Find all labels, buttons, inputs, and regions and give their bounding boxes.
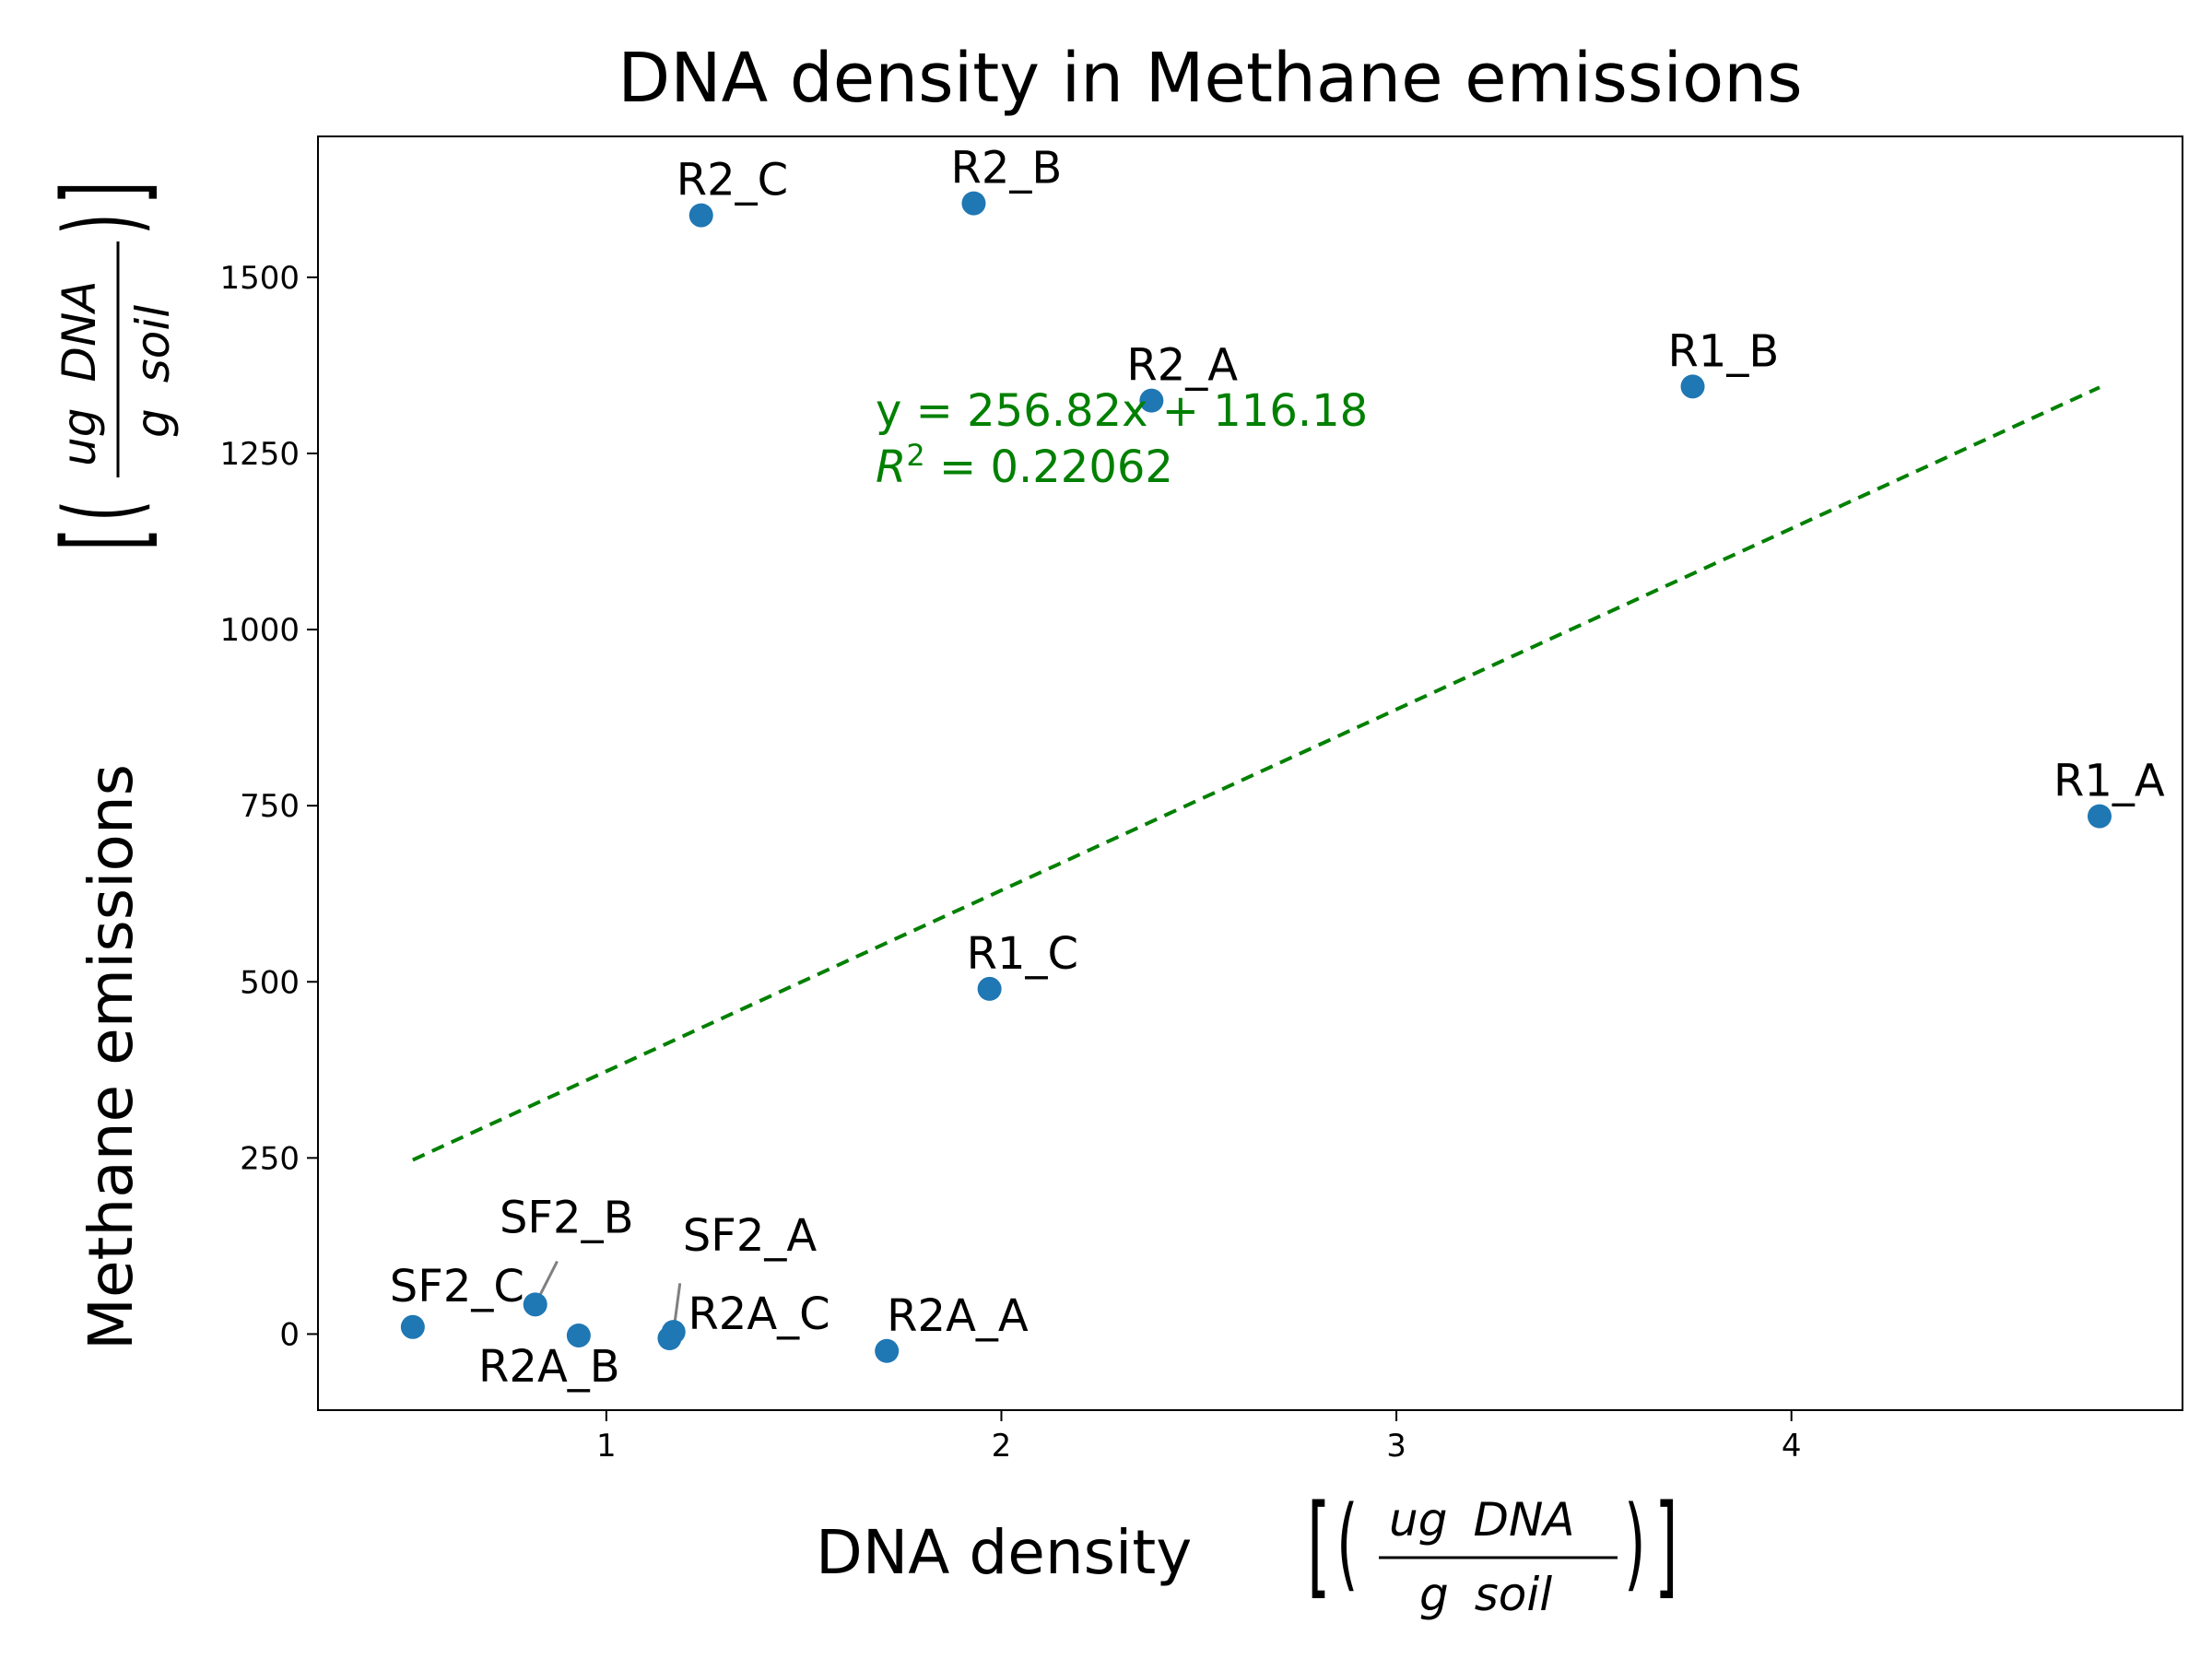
y-tick-label: 250 <box>240 1140 300 1177</box>
data-point <box>875 1338 900 1363</box>
point-label: R1_A <box>2053 756 2165 807</box>
trend-equation: y = 256.82x + 116.18 <box>876 385 1368 437</box>
data-point <box>566 1323 591 1347</box>
data-points <box>400 191 2112 1363</box>
trend-r-squared: R2 = 0.22062 <box>876 438 1173 493</box>
point-label: R2A_C <box>688 1288 830 1340</box>
data-point <box>961 191 986 216</box>
point-label: SF2_C <box>390 1261 524 1312</box>
svg-text:(: ( <box>42 500 160 522</box>
y-tick-label: 750 <box>240 788 300 825</box>
x-tick-label: 2 <box>992 1428 1012 1465</box>
svg-text:]: ] <box>39 181 168 205</box>
point-label: R2_A <box>1126 340 1238 392</box>
chart-title: DNA density in Methane emissions <box>618 39 1802 118</box>
point-label: R1_B <box>1668 325 1780 377</box>
data-point <box>977 976 1002 1001</box>
y-tick-label: 1000 <box>219 612 300 649</box>
point-label: SF2_A <box>683 1210 818 1262</box>
point-label: R2A_B <box>478 1341 620 1393</box>
x-tick-label: 3 <box>1386 1428 1406 1465</box>
data-point <box>661 1320 686 1345</box>
svg-text:gsoil: gsoil <box>126 305 180 438</box>
svg-text:ugDNA: ugDNA <box>53 280 106 466</box>
y-tick-label: 500 <box>240 964 300 1001</box>
svg-text:]: ] <box>1654 1480 1678 1609</box>
y-axis-ticks: 0 250 500 750 1000 1250 1500 <box>219 260 318 1353</box>
data-point <box>1680 374 1705 399</box>
trend-line <box>412 385 2100 1162</box>
point-label: R2_C <box>677 155 788 206</box>
svg-text:): ) <box>42 213 160 235</box>
data-point <box>2087 804 2112 829</box>
x-tick-label: 1 <box>596 1428 617 1465</box>
svg-text:DNA density: DNA density <box>816 1517 1192 1588</box>
y-tick-label: 0 <box>279 1316 300 1353</box>
svg-text:gsoil: gsoil <box>1419 1568 1552 1621</box>
svg-text:(: ( <box>1336 1484 1359 1602</box>
data-point <box>1139 388 1164 413</box>
data-point <box>688 203 713 228</box>
data-point <box>523 1292 547 1317</box>
point-label: SF2_B <box>500 1192 634 1243</box>
svg-text:[: [ <box>1307 1480 1331 1609</box>
y-tick-label: 1250 <box>219 436 300 473</box>
data-point <box>400 1314 425 1339</box>
point-label: R1_C <box>967 928 1078 980</box>
svg-text:Methane emissions: Methane emissions <box>76 764 147 1350</box>
plot-area <box>317 135 2183 1411</box>
y-tick-label: 1500 <box>219 260 300 297</box>
x-axis-ticks: 1 2 3 4 <box>596 1410 1802 1465</box>
x-axis-label: DNA density [ ( ug DNA g soil ) ] <box>816 1480 1678 1621</box>
svg-text:ugDNA: ugDNA <box>1389 1493 1575 1547</box>
svg-text:[: [ <box>39 527 168 551</box>
point-label: R2A_A <box>887 1290 1029 1342</box>
point-label: R2_B <box>950 143 1062 194</box>
data-point-labels: SF2_C SF2_B R2A_B R2A_C SF2_A R2A_A R1_C R2_C R2… <box>390 143 2165 1393</box>
svg-text:): ) <box>1624 1484 1646 1602</box>
x-tick-label: 4 <box>1782 1428 1802 1465</box>
y-axis-label: Methane emissions [ ( ugDNA gsoil ) ] <box>39 181 180 1350</box>
